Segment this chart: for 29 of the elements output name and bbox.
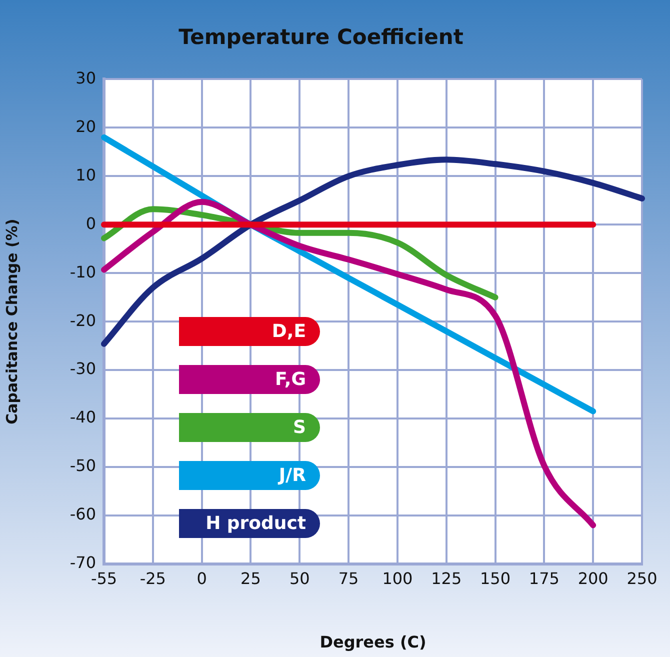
x-tick-label: 25 [240, 568, 261, 588]
text: H product [179, 509, 320, 538]
y-tick-label: 30 [76, 68, 96, 88]
y-tick-label: -10 [70, 262, 96, 282]
y-tick-label: -30 [70, 359, 96, 378]
x-tick-label: 150 [480, 568, 511, 588]
x-tick-label: 0 [196, 568, 207, 588]
y-tick-label: 0 [86, 214, 96, 233]
x-tick-label: 250 [626, 568, 658, 588]
y-tick-label: 10 [76, 165, 96, 184]
text: D,E [179, 317, 320, 346]
y-tick-label: -40 [70, 408, 96, 427]
x-tick-label: 50 [289, 568, 310, 588]
x-tick-label: 175 [528, 568, 560, 588]
x-axis-title: Degrees (C) [320, 632, 426, 652]
x-tick-label: -25 [140, 568, 166, 588]
y-axis-title: Capacitance Change (%) [2, 218, 21, 424]
x-tick-label: 125 [431, 568, 462, 588]
chart-title: Temperature Coefficient [178, 25, 464, 50]
x-tick-label: 100 [382, 568, 413, 588]
y-tick-label: 20 [76, 116, 96, 136]
text: F,G [179, 365, 320, 394]
y-tick-label: -50 [70, 456, 96, 476]
text: J/R [179, 461, 320, 490]
text: S [179, 413, 320, 442]
x-tick-label: 75 [338, 568, 359, 588]
y-tick-label: -20 [70, 310, 96, 330]
x-tick-label: 200 [578, 568, 608, 588]
y-tick-label: -60 [70, 504, 96, 524]
